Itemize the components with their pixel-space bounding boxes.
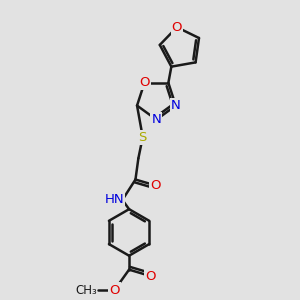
Text: N: N: [171, 99, 181, 112]
Text: O: O: [150, 179, 160, 192]
Text: O: O: [145, 270, 156, 283]
Text: O: O: [109, 284, 120, 296]
Text: N: N: [152, 113, 161, 126]
Text: O: O: [139, 76, 150, 89]
Text: HN: HN: [104, 194, 124, 206]
Text: CH₃: CH₃: [75, 284, 97, 296]
Text: O: O: [172, 21, 182, 34]
Text: S: S: [139, 130, 147, 144]
